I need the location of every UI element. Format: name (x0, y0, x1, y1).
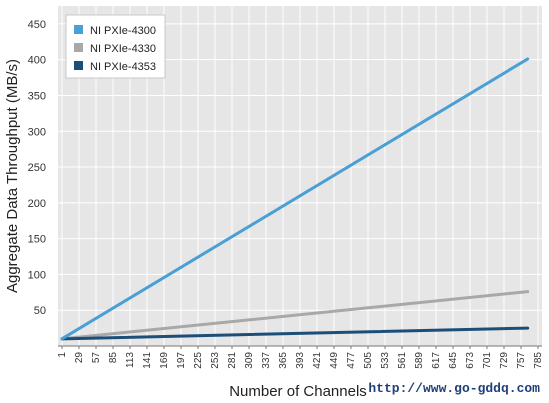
y-tick-label: 350 (28, 90, 46, 102)
x-tick-label: 141 (142, 352, 153, 369)
legend-label: NI PXIe-4300 (90, 25, 156, 37)
x-tick-label: 365 (278, 352, 289, 369)
x-tick-label: 617 (431, 352, 442, 369)
x-tick-label: 477 (346, 352, 357, 369)
series-line-ni-pxie-4330 (60, 290, 530, 341)
watermark-url: http://www.go-gddq.com (368, 381, 540, 396)
y-tick-labels: 50 100 150 200 250 300 350 400 450 (28, 19, 46, 317)
y-tick-label: 250 (28, 162, 46, 174)
x-tick-label: 757 (516, 352, 527, 369)
x-tick-label: 85 (108, 352, 119, 364)
y-axis-title: Aggregate Data Throughput (MB/s) (4, 59, 21, 293)
x-tick-label: 421 (312, 352, 323, 369)
x-tick-label: 393 (295, 352, 306, 369)
x-tick-label: 281 (227, 352, 238, 369)
x-tick-label: 645 (448, 352, 459, 369)
x-tick-label: 1 (57, 352, 68, 358)
y-tick-label: 50 (34, 305, 46, 317)
legend-items: NI PXIe-4300 NI PXIe-4330 NI PXIe-4353 (74, 25, 156, 73)
x-tick-label: 533 (380, 352, 391, 369)
legend-label: NI PXIe-4330 (90, 43, 156, 55)
y-tick-label: 300 (28, 126, 46, 138)
y-tick-label: 200 (28, 198, 46, 210)
x-tick-label: 673 (465, 352, 476, 369)
legend-swatch (74, 61, 83, 70)
x-tick-label: 701 (482, 352, 493, 369)
series-line-ni-pxie-4353 (60, 326, 530, 341)
x-tick-label: 169 (159, 352, 170, 369)
y-tick-label: 450 (28, 19, 46, 31)
x-tick-label: 253 (210, 352, 221, 369)
series-line-ni-pxie-4300 (60, 57, 530, 341)
x-axis-title: Number of Channels (229, 383, 367, 400)
x-tick-label: 57 (91, 352, 102, 364)
x-tick-label: 225 (193, 352, 204, 369)
y-tick-label: 150 (28, 234, 46, 246)
x-tick-label: 113 (125, 352, 136, 368)
x-tick-label: 561 (397, 352, 408, 369)
x-tick-labels: 1 29 57 85 113 141 169 197 225 253 281 309 337 365 393… (57, 352, 544, 369)
x-tick-label: 29 (74, 352, 85, 364)
x-tick-label: 785 (533, 352, 544, 369)
x-tick-label: 449 (329, 352, 340, 369)
y-tick-label: 400 (28, 55, 46, 67)
legend: NI PXIe-4300 NI PXIe-4330 NI PXIe-4353 (65, 14, 166, 79)
x-tick-label: 729 (499, 352, 510, 369)
x-tick-label: 309 (244, 352, 255, 369)
legend-swatch (74, 43, 83, 52)
legend-swatch (74, 25, 83, 34)
x-tick-label: 589 (414, 352, 425, 369)
x-tick-label: 505 (363, 352, 374, 369)
x-tick-label: 337 (261, 352, 272, 369)
series-lines (60, 57, 530, 341)
legend-label: NI PXIe-4353 (90, 61, 156, 73)
y-tick-label: 100 (28, 269, 46, 281)
x-tick-label: 197 (176, 352, 187, 369)
